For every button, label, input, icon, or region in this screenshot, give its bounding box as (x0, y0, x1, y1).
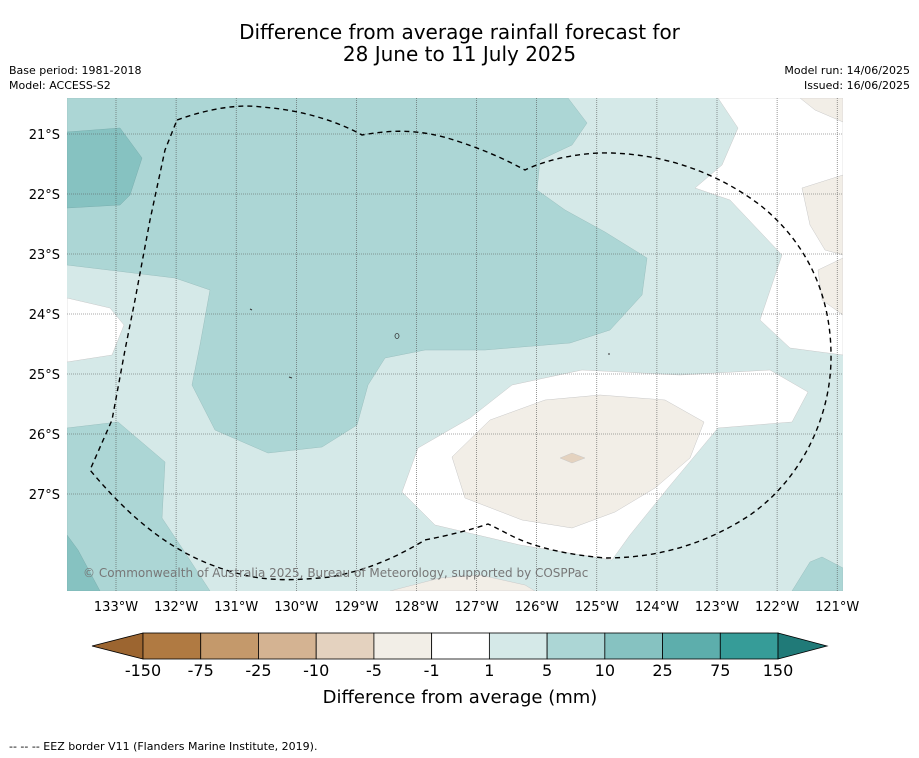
colorbar-segment (431, 632, 490, 660)
title-line-2: 28 June to 11 July 2025 (342, 42, 577, 66)
colorbar-extend-low (91, 632, 144, 660)
colorbar-tick: -25 (245, 661, 271, 680)
longitude-labels: 133°W 132°W 131°W 130°W 129°W 128°W 127°W 126°W… (94, 600, 860, 615)
colorbar-tick: 75 (710, 661, 730, 680)
map-fill-layer (67, 98, 843, 591)
base-period: Base period: 1981-2018 (9, 64, 142, 77)
lat-label: 22°S (29, 188, 60, 203)
colorbar-tick: -1 (424, 661, 440, 680)
colorbar-segment (315, 632, 375, 660)
lat-label: 26°S (29, 428, 60, 443)
lon-label: 124°W (635, 600, 679, 615)
model-name: Model: ACCESS-S2 (9, 79, 111, 92)
region-below-average-ne-2 (801, 174, 843, 256)
colorbar-segment (488, 632, 548, 660)
colorbar-segment (373, 632, 433, 660)
lon-label: 122°W (755, 600, 799, 615)
colorbar-tick: -150 (125, 661, 161, 680)
lat-label: 21°S (29, 128, 60, 143)
lat-label: 23°S (29, 248, 60, 263)
forecast-map: 21°S22°S23°S24°S25°S26°S27°S 133°W 132°W 1… (29, 98, 860, 615)
lon-label: 133°W (94, 600, 138, 615)
colorbar-segment (604, 632, 663, 660)
lon-label: 129°W (334, 600, 378, 615)
colorbar-segment (546, 632, 606, 660)
region-below-average-ne-3 (817, 257, 843, 316)
region-near-average-east (694, 98, 843, 356)
issued-date: Issued: 16/06/2025 (803, 79, 910, 92)
region-above-average-se (791, 556, 843, 591)
latitude-labels: 21°S 22°S 23°S 24°S 25°S 26°S 27°S (29, 128, 60, 503)
lon-label: 121°W (815, 600, 859, 615)
colorbar-tick: 150 (763, 661, 794, 680)
colorbar-tick: 10 (595, 661, 615, 680)
lon-label: 127°W (455, 600, 499, 615)
lon-label: 131°W (214, 600, 258, 615)
colorbar-segment (719, 632, 779, 660)
title-line-1: Difference from average rainfall forecas… (239, 20, 680, 44)
model-run: Model run: 14/06/2025 (784, 64, 910, 77)
region-below-average-south (451, 394, 705, 529)
colorbar-tick: -10 (303, 661, 329, 680)
colorbar-tick: 25 (652, 661, 672, 680)
colorbar-extend-high (777, 632, 829, 660)
copyright-notice: © Commonwealth of Australia 2025, Bureau… (83, 566, 588, 580)
colorbar-segment (142, 632, 202, 660)
region-below-average-spot (559, 452, 586, 464)
lon-label: 130°W (274, 600, 318, 615)
lon-label: 132°W (154, 600, 198, 615)
colorbar-tick: 5 (542, 661, 552, 680)
region-below-average-bottom (389, 574, 536, 591)
lat-label: 27°S (29, 488, 60, 503)
eez-legend-note: -- -- -- EEZ border V11 (Flanders Marine… (9, 740, 318, 753)
latitude-gridlines (67, 133, 843, 495)
region-well-above-average-sw (67, 534, 101, 591)
colorbar-tick-labels: -150 -75 -25 -10 -5 -1 1 5 10 25 75 150 (125, 661, 793, 680)
colorbar-tick: -5 (366, 661, 382, 680)
colorbar-segment (258, 632, 317, 660)
region-below-average-ne-1 (799, 98, 843, 123)
region-above-average-sw (67, 421, 211, 591)
lon-label: 125°W (575, 600, 619, 615)
lon-label: 123°W (695, 600, 739, 615)
colorbar-tick: -75 (188, 661, 214, 680)
longitude-gridlines (115, 98, 838, 591)
colorbar-tick: 1 (484, 661, 494, 680)
lat-label: 25°S (29, 368, 60, 383)
colorbar-segments (91, 632, 829, 660)
colorbar-segment (200, 632, 259, 660)
lon-label: 126°W (515, 600, 559, 615)
region-above-average-main (67, 98, 648, 454)
colorbar-segment (662, 632, 721, 660)
lon-label: 128°W (394, 600, 438, 615)
colorbar-label: Difference from average (mm) (323, 687, 598, 708)
lat-label: 24°S (29, 308, 60, 323)
region-well-above-average-nw (67, 127, 143, 209)
